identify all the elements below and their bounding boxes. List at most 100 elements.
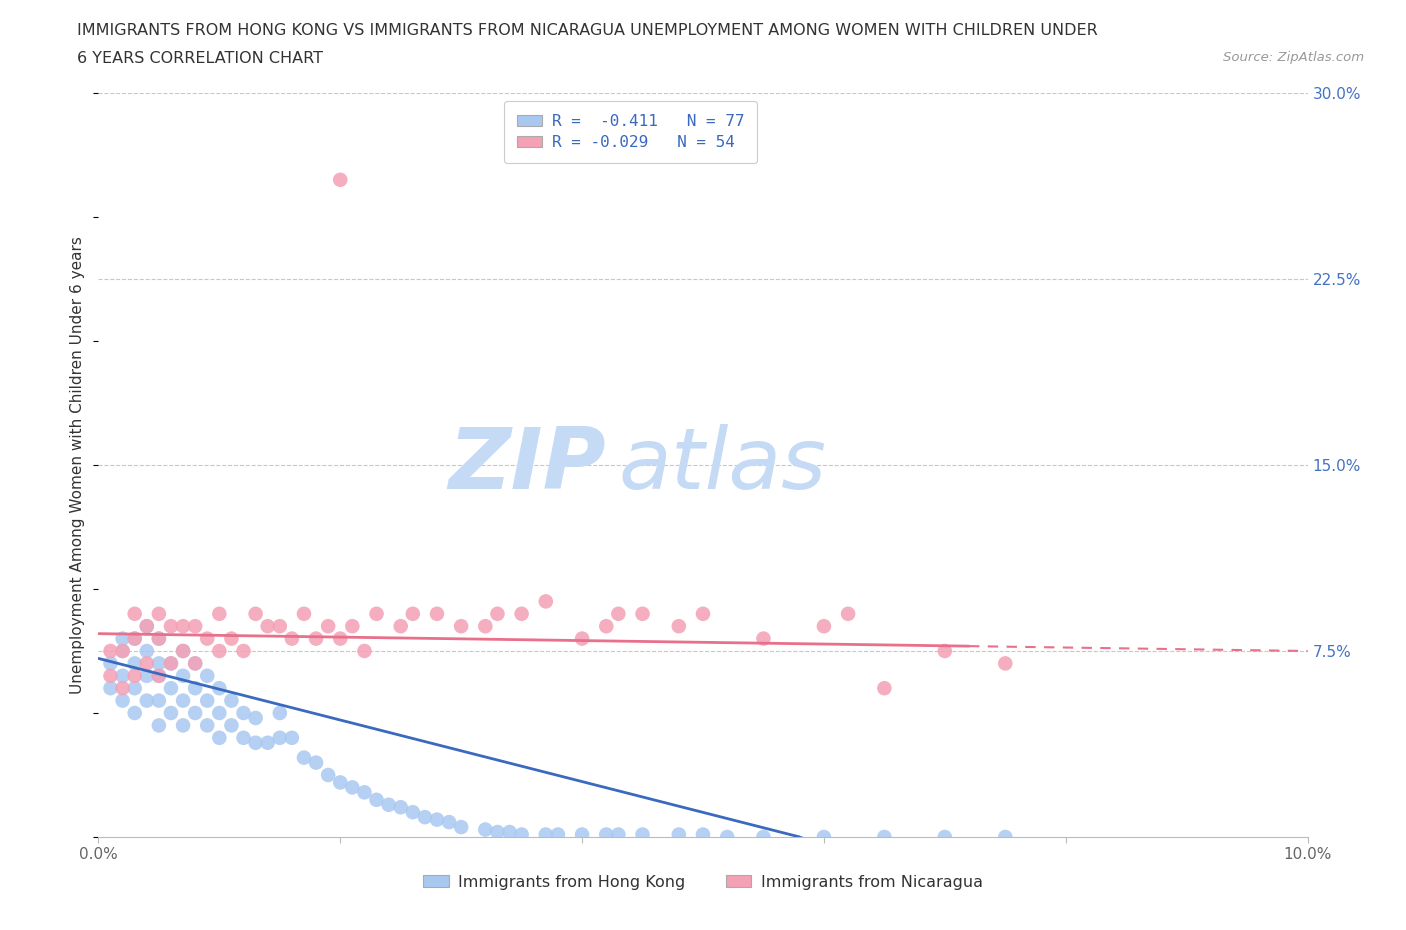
- Point: [534, 827, 557, 842]
- Point: [184, 706, 207, 721]
- Point: [124, 631, 146, 646]
- Point: [135, 669, 157, 684]
- Point: [571, 631, 593, 646]
- Point: [292, 751, 315, 765]
- Point: [426, 812, 449, 827]
- Point: [100, 656, 122, 671]
- Text: IMMIGRANTS FROM HONG KONG VS IMMIGRANTS FROM NICARAGUA UNEMPLOYMENT AMONG WOMEN : IMMIGRANTS FROM HONG KONG VS IMMIGRANTS …: [77, 23, 1098, 38]
- Point: [208, 706, 231, 721]
- Point: [353, 785, 375, 800]
- Point: [232, 730, 254, 745]
- Point: [631, 606, 654, 621]
- Point: [111, 693, 134, 708]
- Point: [135, 693, 157, 708]
- Point: [994, 830, 1017, 844]
- Point: [631, 827, 654, 842]
- Point: [111, 669, 134, 684]
- Point: [377, 797, 399, 812]
- Point: [873, 830, 896, 844]
- Point: [221, 631, 243, 646]
- Point: [342, 618, 364, 633]
- Text: Source: ZipAtlas.com: Source: ZipAtlas.com: [1223, 51, 1364, 64]
- Point: [595, 827, 617, 842]
- Point: [148, 606, 170, 621]
- Point: [994, 656, 1017, 671]
- Text: 6 YEARS CORRELATION CHART: 6 YEARS CORRELATION CHART: [77, 51, 323, 66]
- Point: [124, 681, 146, 696]
- Point: [232, 706, 254, 721]
- Point: [316, 618, 339, 633]
- Point: [184, 656, 207, 671]
- Point: [172, 693, 194, 708]
- Point: [148, 718, 170, 733]
- Point: [124, 656, 146, 671]
- Point: [607, 827, 630, 842]
- Point: [124, 606, 146, 621]
- Point: [692, 827, 714, 842]
- Point: [450, 618, 472, 633]
- Point: [366, 792, 388, 807]
- Point: [450, 819, 472, 834]
- Point: [486, 606, 509, 621]
- Point: [208, 606, 231, 621]
- Point: [498, 825, 520, 840]
- Point: [510, 827, 533, 842]
- Point: [172, 669, 194, 684]
- Point: [873, 681, 896, 696]
- Point: [426, 606, 449, 621]
- Point: [172, 644, 194, 658]
- Point: [813, 618, 835, 633]
- Point: [172, 718, 194, 733]
- Point: [208, 644, 231, 658]
- Point: [221, 693, 243, 708]
- Point: [716, 830, 738, 844]
- Point: [474, 822, 496, 837]
- Point: [160, 706, 183, 721]
- Point: [124, 631, 146, 646]
- Point: [389, 618, 412, 633]
- Point: [111, 644, 134, 658]
- Point: [160, 681, 183, 696]
- Point: [595, 618, 617, 633]
- Point: [221, 718, 243, 733]
- Point: [692, 606, 714, 621]
- Point: [195, 693, 218, 708]
- Point: [135, 656, 157, 671]
- Point: [124, 706, 146, 721]
- Point: [172, 618, 194, 633]
- Point: [135, 644, 157, 658]
- Legend: Immigrants from Hong Kong, Immigrants from Nicaragua: Immigrants from Hong Kong, Immigrants fr…: [418, 869, 988, 896]
- Point: [329, 775, 352, 790]
- Point: [111, 644, 134, 658]
- Point: [269, 706, 291, 721]
- Point: [195, 718, 218, 733]
- Point: [281, 730, 304, 745]
- Point: [208, 730, 231, 745]
- Point: [245, 606, 267, 621]
- Point: [547, 827, 569, 842]
- Point: [195, 631, 218, 646]
- Point: [184, 681, 207, 696]
- Point: [135, 618, 157, 633]
- Point: [571, 827, 593, 842]
- Point: [752, 830, 775, 844]
- Point: [160, 656, 183, 671]
- Point: [366, 606, 388, 621]
- Point: [111, 681, 134, 696]
- Point: [269, 618, 291, 633]
- Point: [934, 830, 956, 844]
- Point: [486, 825, 509, 840]
- Point: [172, 644, 194, 658]
- Point: [269, 730, 291, 745]
- Text: atlas: atlas: [619, 423, 827, 507]
- Point: [668, 618, 690, 633]
- Point: [111, 631, 134, 646]
- Point: [316, 767, 339, 782]
- Point: [232, 644, 254, 658]
- Point: [934, 644, 956, 658]
- Point: [534, 594, 557, 609]
- Point: [402, 606, 425, 621]
- Point: [752, 631, 775, 646]
- Point: [402, 804, 425, 819]
- Point: [148, 693, 170, 708]
